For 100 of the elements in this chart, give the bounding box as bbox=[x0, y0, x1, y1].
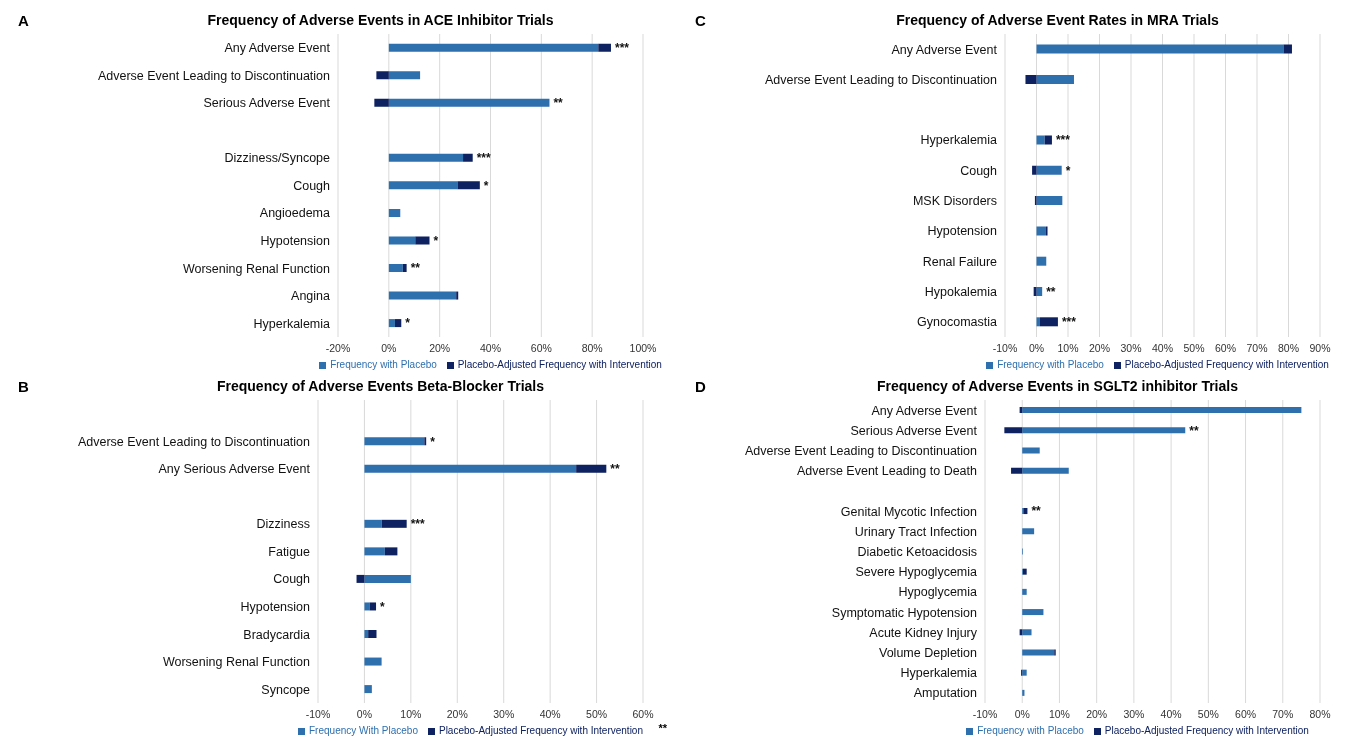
legend-label: Placebo-Adjusted Frequency with Intervention bbox=[438, 725, 643, 736]
y-tick-label: Fatigue bbox=[268, 544, 311, 559]
annotation: * bbox=[430, 434, 436, 449]
y-tick-label: Adverse Event Leading to Discontinuation bbox=[77, 434, 311, 449]
y-tick-label: Hypotension bbox=[260, 234, 331, 249]
legend-label: Frequency with Placebo bbox=[330, 359, 437, 370]
y-tick-label: Gynocomastia bbox=[917, 315, 998, 330]
y-tick-label: Angina bbox=[291, 289, 331, 304]
annotation: ** bbox=[553, 96, 564, 111]
annotation: * bbox=[380, 599, 386, 614]
y-tick-label: Syncope bbox=[261, 682, 311, 697]
y-tick-label: Hyperkalemia bbox=[253, 316, 331, 331]
x-tick-label: -10% bbox=[972, 708, 998, 721]
x-tick-label: 40% bbox=[539, 708, 561, 721]
text: A bbox=[18, 12, 29, 29]
x-tick-label: 80% bbox=[581, 342, 603, 355]
y-tick-label: Amputation bbox=[913, 686, 978, 701]
x-tick-label: 70% bbox=[1272, 708, 1294, 721]
x-tick-label: 0% bbox=[1028, 342, 1045, 355]
annotation: *** bbox=[1055, 133, 1071, 148]
legend-label: Placebo-Adjusted Frequency with Intervention bbox=[1104, 725, 1309, 736]
annotation: * bbox=[405, 316, 411, 331]
text: D bbox=[695, 378, 706, 395]
legend-label: Placebo-Adjusted Frequency with Intervention bbox=[1124, 359, 1329, 370]
x-tick-label: 60% bbox=[1235, 708, 1257, 721]
y-tick-label: MSK Disorders bbox=[912, 194, 997, 209]
annotation: ** bbox=[610, 462, 620, 477]
y-tick-label: Adverse Event Leading to Discontinuation bbox=[744, 443, 978, 458]
y-tick-label: Any Adverse Event bbox=[871, 403, 978, 418]
x-tick-label: 30% bbox=[493, 708, 515, 721]
y-tick-label: Any Serious Adverse Event bbox=[158, 462, 311, 477]
y-tick-label: Symptomatic Hypotension bbox=[831, 605, 978, 620]
x-tick-label: 60% bbox=[530, 342, 552, 355]
y-tick-label: Hyperkalemia bbox=[920, 133, 998, 148]
annotation: *** bbox=[614, 41, 630, 56]
annotation: * bbox=[1065, 163, 1071, 178]
x-tick-label: 30% bbox=[1120, 342, 1142, 355]
y-tick-label: Cough bbox=[293, 178, 331, 193]
x-tick-label: 70% bbox=[1246, 342, 1268, 355]
x-tick-label: 0% bbox=[356, 708, 373, 721]
chart-title: Frequency of Adverse Events in SGLT2 inhibitor Trials bbox=[877, 378, 1238, 394]
x-tick-label: 30% bbox=[1123, 708, 1145, 721]
y-tick-label: Diabetic Ketoacidosis bbox=[857, 544, 977, 559]
legend-label: Frequency with Placebo bbox=[977, 725, 1084, 736]
x-tick-label: 80% bbox=[1309, 708, 1331, 721]
y-tick-label: Acute Kidney Injury bbox=[869, 625, 978, 640]
x-tick-label: 40% bbox=[479, 342, 502, 355]
y-tick-label: Serious Adverse Event bbox=[850, 423, 978, 438]
annotation: ** bbox=[1189, 423, 1199, 438]
y-tick-label: Bradycardia bbox=[243, 627, 311, 642]
y-tick-label: Adverse Event Leading to Death bbox=[797, 464, 978, 479]
y-tick-label: Any Adverse Event bbox=[891, 42, 998, 57]
y-tick-label: Genital Mycotic Infection bbox=[840, 504, 978, 519]
annotation: ** bbox=[1046, 284, 1056, 299]
y-tick-label: Hypotension bbox=[927, 224, 998, 239]
x-tick-label: 40% bbox=[1160, 708, 1182, 721]
x-tick-label: 20% bbox=[429, 342, 451, 355]
y-tick-label: Hypokalemia bbox=[924, 284, 998, 299]
x-tick-label: 90% bbox=[1309, 342, 1331, 355]
y-tick-label: Adverse Event Leading to Discontinuation bbox=[764, 72, 998, 87]
x-tick-label: 20% bbox=[1086, 708, 1108, 721]
annotation: *** bbox=[410, 517, 426, 532]
y-tick-label: Renal Failure bbox=[922, 254, 998, 269]
y-tick-label: Hyperkalemia bbox=[900, 666, 978, 681]
x-tick-label: -10% bbox=[305, 708, 331, 721]
y-tick-label: Any Adverse Event bbox=[224, 41, 331, 56]
legend-label: Frequency With Placebo bbox=[309, 725, 418, 736]
y-tick-label: Cough bbox=[273, 572, 311, 587]
x-tick-label: -10% bbox=[992, 342, 1018, 355]
x-tick-label: 50% bbox=[1197, 708, 1219, 721]
annotation: * bbox=[433, 233, 439, 248]
y-tick-label: Volume Depletion bbox=[879, 645, 978, 660]
legend-label: Frequency with Placebo bbox=[997, 359, 1104, 370]
y-tick-label: Adverse Event Leading to Discontinuation bbox=[97, 68, 331, 83]
y-tick-label: Cough bbox=[960, 163, 998, 178]
annotation: ** bbox=[1031, 504, 1042, 519]
x-tick-label: 60% bbox=[1214, 342, 1237, 355]
y-tick-label: Urinary Tract Infection bbox=[854, 524, 978, 539]
x-tick-label: 100% bbox=[629, 342, 657, 355]
x-tick-label: -20% bbox=[325, 342, 351, 355]
x-tick-label: 60% bbox=[632, 708, 654, 721]
annotation: *** bbox=[1061, 315, 1077, 330]
x-tick-label: 10% bbox=[1048, 708, 1070, 721]
x-tick-label: 50% bbox=[586, 708, 608, 721]
chart-title: Frequency of Adverse Events Beta-Blocker Trials bbox=[216, 378, 545, 394]
x-tick-label: 20% bbox=[1088, 342, 1111, 355]
annotation: *** bbox=[476, 151, 492, 166]
x-tick-label: 50% bbox=[1183, 342, 1205, 355]
annotation: ** bbox=[410, 261, 421, 276]
y-tick-label: Hypoglycemia bbox=[898, 585, 978, 600]
x-tick-label: 20% bbox=[446, 708, 468, 721]
y-tick-label: Angioedema bbox=[259, 206, 331, 221]
y-tick-label: Serious Adverse Event bbox=[203, 96, 331, 111]
text: B bbox=[18, 378, 29, 395]
y-tick-label: Dizziness bbox=[256, 517, 310, 532]
y-tick-label: Worsening Renal Function bbox=[182, 261, 331, 276]
chart-title: Frequency of Adverse Event Rates in MRA Trials bbox=[896, 12, 1219, 28]
y-tick-label: Dizziness/Syncope bbox=[224, 151, 331, 166]
text: ** bbox=[658, 722, 667, 734]
x-tick-label: 80% bbox=[1277, 342, 1300, 355]
